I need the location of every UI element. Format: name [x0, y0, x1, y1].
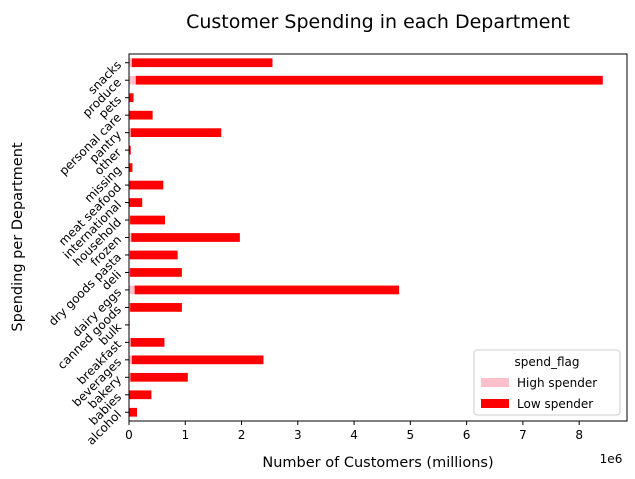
bar-snacks-low-spender: [131, 58, 273, 68]
bar-frozen-low-spender: [131, 233, 240, 242]
bar-pantry-low-spender: [130, 128, 222, 138]
chart-title: Customer Spending in each Department: [186, 11, 570, 33]
bar-deli-high-spender: [129, 268, 131, 277]
bar-dairy-eggs-low-spender: [134, 285, 400, 295]
y-axis-label: Spending per Department: [10, 142, 26, 332]
x-tick-label: 0: [125, 428, 133, 442]
x-offset-label: 1e6: [600, 452, 623, 466]
x-tick-label: 6: [463, 428, 471, 442]
bar-bakery-low-spender: [130, 372, 188, 382]
legend-box: [473, 349, 621, 416]
legend-label-high-spender: High spender: [517, 376, 597, 390]
bar-frozen-high-spender: [129, 233, 132, 242]
legend-label-low-spender: Low spender: [517, 397, 593, 411]
bar-produce-high-spender: [129, 75, 136, 85]
bar-household-high-spender: [129, 215, 131, 225]
bar-babies-low-spender: [129, 390, 152, 400]
bar-deli-low-spender: [130, 268, 182, 277]
bar-other-low-spender: [129, 145, 131, 155]
x-axis-ticks: 0 1 2 3 4 5 6 7 8: [125, 421, 583, 442]
bar-produce-low-spender: [135, 75, 603, 85]
bar-beverages-high-spender: [129, 355, 132, 365]
bar-dry-goods-pasta-low-spender: [129, 250, 178, 260]
x-tick-label: 7: [519, 428, 527, 442]
bar-canned-goods-high-spender: [129, 303, 131, 312]
bar-bakery-high-spender: [129, 372, 131, 382]
legend: spend_flag High spender Low spender: [473, 349, 621, 416]
legend-title: spend_flag: [514, 355, 579, 369]
bar-alcohol-low-spender: [129, 407, 138, 417]
bar-breakfast-high-spender: [129, 337, 131, 347]
bar-beverages-low-spender: [131, 355, 264, 365]
bar-meat-seafood-low-spender: [129, 180, 164, 190]
bar-personal-care-low-spender: [129, 110, 153, 120]
bar-breakfast-low-spender: [130, 337, 165, 347]
bar-canned-goods-low-spender: [130, 303, 182, 312]
bar-household-low-spender: [130, 215, 166, 225]
x-tick-label: 8: [575, 428, 583, 442]
legend-swatch-low-spender: [481, 399, 509, 408]
bar-international-low-spender: [129, 198, 143, 207]
x-tick-label: 3: [294, 428, 302, 442]
x-tick-label: 1: [181, 428, 189, 442]
x-tick-label: 2: [238, 428, 246, 442]
legend-swatch-high-spender: [481, 378, 509, 387]
bar-pets-low-spender: [129, 93, 134, 103]
bar-dairy-eggs-high-spender: [129, 285, 135, 295]
x-tick-label: 5: [407, 428, 415, 442]
x-axis-label: Number of Customers (millions): [262, 455, 493, 471]
x-tick-label: 4: [350, 428, 358, 442]
bars: [129, 58, 603, 417]
bar-missing-low-spender: [129, 163, 133, 172]
bar-pantry-high-spender: [129, 128, 131, 138]
bar-snacks-high-spender: [129, 58, 132, 68]
